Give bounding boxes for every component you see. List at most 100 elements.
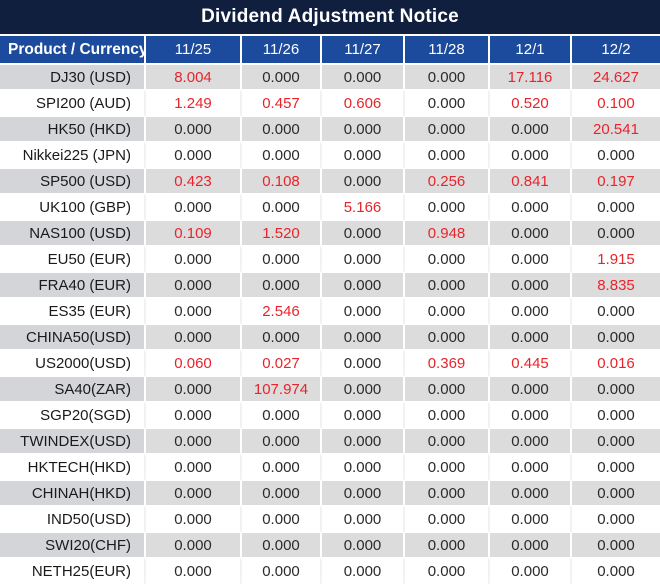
value-cell: 0.841 (490, 169, 572, 195)
value-cell: 0.606 (322, 91, 405, 117)
value-cell: 1.915 (572, 247, 660, 273)
value-cell: 0.000 (405, 325, 490, 351)
value-cell: 0.000 (242, 247, 322, 273)
value-cell: 0.000 (572, 455, 660, 481)
product-cell: HKTECH(HKD) (0, 455, 146, 481)
value-cell: 0.000 (405, 481, 490, 507)
table-row: SA40(ZAR) 0.000 107.974 0.000 0.000 0.000 0.00… (0, 377, 660, 403)
value-cell: 0.000 (146, 533, 242, 559)
value-cell: 0.016 (572, 351, 660, 377)
value-cell: 0.000 (242, 481, 322, 507)
value-cell: 0.000 (572, 507, 660, 533)
value-cell: 0.000 (490, 143, 572, 169)
value-cell: 0.000 (322, 455, 405, 481)
value-cell: 0.000 (490, 117, 572, 143)
value-cell: 0.000 (405, 195, 490, 221)
value-cell: 0.000 (146, 143, 242, 169)
value-cell: 0.000 (572, 533, 660, 559)
value-cell: 0.000 (242, 455, 322, 481)
product-cell: SA40(ZAR) (0, 377, 146, 403)
column-header-product: Product / Currency (0, 36, 146, 65)
value-cell: 0.000 (146, 325, 242, 351)
value-cell: 0.000 (572, 299, 660, 325)
product-cell: HK50 (HKD) (0, 117, 146, 143)
value-cell: 0.000 (490, 507, 572, 533)
value-cell: 0.000 (146, 559, 242, 585)
value-cell: 0.000 (405, 143, 490, 169)
value-cell: 0.000 (490, 481, 572, 507)
column-header-date: 12/1 (490, 36, 572, 65)
product-cell: SPI200 (AUD) (0, 91, 146, 117)
value-cell: 0.000 (322, 325, 405, 351)
product-cell: IND50(USD) (0, 507, 146, 533)
value-cell: 0.000 (146, 247, 242, 273)
value-cell: 1.249 (146, 91, 242, 117)
value-cell: 107.974 (242, 377, 322, 403)
value-cell: 1.520 (242, 221, 322, 247)
value-cell: 0.000 (572, 143, 660, 169)
table-row: CHINAH(HKD) 0.000 0.000 0.000 0.000 0.000 0.00… (0, 481, 660, 507)
value-cell: 0.000 (322, 377, 405, 403)
value-cell: 0.000 (322, 299, 405, 325)
value-cell: 0.000 (490, 247, 572, 273)
value-cell: 17.116 (490, 65, 572, 91)
value-cell: 0.000 (572, 325, 660, 351)
value-cell: 0.000 (242, 195, 322, 221)
value-cell: 0.000 (405, 429, 490, 455)
value-cell: 0.000 (322, 247, 405, 273)
value-cell: 0.000 (322, 507, 405, 533)
value-cell: 0.000 (322, 481, 405, 507)
product-cell: SP500 (USD) (0, 169, 146, 195)
value-cell: 5.166 (322, 195, 405, 221)
value-cell: 8.835 (572, 273, 660, 299)
value-cell: 0.000 (572, 559, 660, 585)
value-cell: 0.100 (572, 91, 660, 117)
column-header-date: 11/28 (405, 36, 490, 65)
value-cell: 2.546 (242, 299, 322, 325)
value-cell: 0.000 (242, 533, 322, 559)
product-cell: NAS100 (USD) (0, 221, 146, 247)
value-cell: 0.000 (405, 299, 490, 325)
page-title: Dividend Adjustment Notice (201, 6, 459, 27)
value-cell: 0.000 (242, 117, 322, 143)
table-row: HK50 (HKD) 0.000 0.000 0.000 0.000 0.000 20.54… (0, 117, 660, 143)
table-row: DJ30 (USD) 8.004 0.000 0.000 0.000 17.116 24.6… (0, 65, 660, 91)
value-cell: 0.000 (146, 299, 242, 325)
product-cell: UK100 (GBP) (0, 195, 146, 221)
value-cell: 0.000 (405, 403, 490, 429)
product-cell: ES35 (EUR) (0, 299, 146, 325)
product-cell: EU50 (EUR) (0, 247, 146, 273)
product-cell: SGP20(SGD) (0, 403, 146, 429)
table-row: NAS100 (USD) 0.109 1.520 0.000 0.948 0.000 0.0… (0, 221, 660, 247)
value-cell: 0.000 (242, 143, 322, 169)
value-cell: 0.520 (490, 91, 572, 117)
value-cell: 0.197 (572, 169, 660, 195)
dividend-adjustment-table: Product / Currency 11/25 11/26 11/27 11/28 12… (0, 36, 660, 585)
product-cell: CHINAH(HKD) (0, 481, 146, 507)
value-cell: 0.000 (146, 455, 242, 481)
table-row: CHINA50(USD) 0.000 0.000 0.000 0.000 0.000 0.0… (0, 325, 660, 351)
value-cell: 0.027 (242, 351, 322, 377)
product-cell: TWINDEX(USD) (0, 429, 146, 455)
value-cell: 0.000 (572, 377, 660, 403)
value-cell: 0.000 (242, 403, 322, 429)
product-cell: US2000(USD) (0, 351, 146, 377)
value-cell: 0.000 (322, 273, 405, 299)
value-cell: 0.000 (146, 403, 242, 429)
value-cell: 0.256 (405, 169, 490, 195)
table-row: FRA40 (EUR) 0.000 0.000 0.000 0.000 0.000 8.83… (0, 273, 660, 299)
value-cell: 0.948 (405, 221, 490, 247)
value-cell: 0.000 (490, 429, 572, 455)
value-cell: 0.000 (146, 507, 242, 533)
value-cell: 0.000 (405, 559, 490, 585)
value-cell: 0.000 (242, 273, 322, 299)
product-cell: Nikkei225 (JPN) (0, 143, 146, 169)
value-cell: 0.000 (490, 195, 572, 221)
value-cell: 0.000 (322, 429, 405, 455)
value-cell: 0.000 (490, 533, 572, 559)
column-header-date: 12/2 (572, 36, 660, 65)
value-cell: 0.000 (572, 221, 660, 247)
column-header-date: 11/26 (242, 36, 322, 65)
value-cell: 0.000 (146, 481, 242, 507)
value-cell: 24.627 (572, 65, 660, 91)
